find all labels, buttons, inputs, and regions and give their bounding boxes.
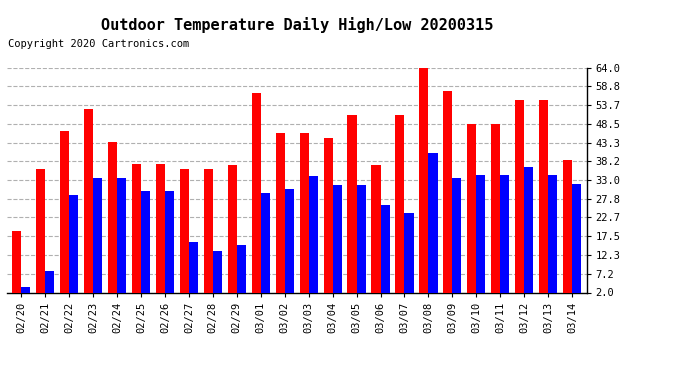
Bar	[275, 133, 285, 300]
Bar	[299, 133, 308, 300]
Bar	[60, 131, 69, 300]
Bar	[380, 206, 390, 300]
Bar	[189, 242, 198, 300]
Bar	[237, 245, 246, 300]
Text: Outdoor Temperature Daily High/Low 20200315: Outdoor Temperature Daily High/Low 20200…	[101, 17, 493, 33]
Bar	[228, 165, 237, 300]
Bar	[156, 164, 165, 300]
Bar	[165, 191, 174, 300]
Bar	[453, 178, 462, 300]
Bar	[46, 271, 55, 300]
Bar	[12, 231, 21, 300]
Bar	[500, 174, 509, 300]
Bar	[395, 115, 404, 300]
Bar	[84, 109, 93, 300]
Bar	[539, 100, 548, 300]
Bar	[117, 178, 126, 300]
Bar	[204, 169, 213, 300]
Bar	[467, 124, 476, 300]
Bar	[36, 169, 46, 300]
Bar	[93, 178, 102, 300]
Bar	[180, 169, 189, 300]
Bar	[213, 251, 222, 300]
Bar	[572, 184, 581, 300]
Bar	[563, 160, 572, 300]
Bar	[371, 165, 380, 300]
Bar	[428, 153, 437, 300]
Bar	[333, 186, 342, 300]
Bar	[108, 142, 117, 300]
Bar	[252, 93, 261, 300]
Bar	[324, 138, 333, 300]
Text: Copyright 2020 Cartronics.com: Copyright 2020 Cartronics.com	[8, 39, 190, 50]
Bar	[491, 124, 500, 300]
Bar	[443, 91, 453, 300]
Bar	[285, 189, 294, 300]
Bar	[420, 68, 428, 300]
Bar	[21, 287, 30, 300]
Bar	[132, 164, 141, 300]
Bar	[348, 115, 357, 300]
Bar	[476, 174, 486, 300]
Bar	[308, 176, 318, 300]
Bar	[515, 100, 524, 300]
Bar	[404, 213, 413, 300]
Bar	[69, 195, 78, 300]
Bar	[524, 167, 533, 300]
Bar	[548, 174, 558, 300]
Bar	[141, 191, 150, 300]
Bar	[261, 193, 270, 300]
Bar	[357, 186, 366, 300]
